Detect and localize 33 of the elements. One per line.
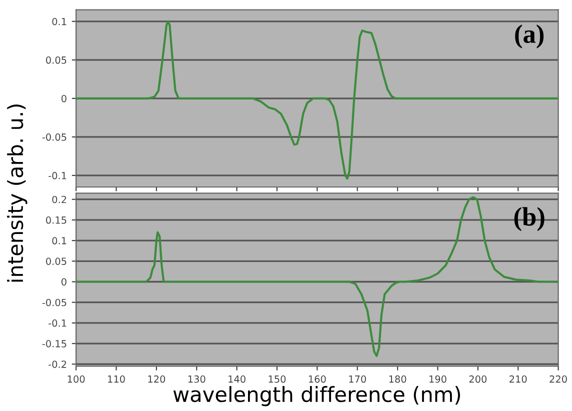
x-tick-label: 110 — [108, 375, 125, 383]
line-series — [76, 20, 558, 180]
annotation: (b) — [514, 207, 544, 232]
y-tick-label: 0.05 — [46, 56, 66, 64]
line-series — [76, 196, 558, 357]
y-tick-label: -0.15 — [42, 340, 66, 348]
y-tick-label: 0 — [62, 94, 66, 102]
annotation: (a) — [515, 24, 544, 48]
x-tick-label: 190 — [430, 375, 446, 383]
x-tick-label: 150 — [268, 375, 286, 383]
y-tick-label: -0.05 — [42, 133, 66, 141]
x-tick-label: 200 — [469, 375, 487, 383]
y-tick-label: -0.1 — [48, 319, 66, 327]
x-axis-title: wavelength difference (nm) — [173, 386, 460, 406]
y-tick-label: 0 — [62, 278, 66, 286]
y-tick-label: 0.15 — [46, 216, 66, 224]
x-tick-label: 100 — [68, 375, 85, 383]
y-tick-label: 0.1 — [52, 237, 66, 244]
x-tick-label: 130 — [188, 375, 206, 383]
y-tick-label: 0.05 — [46, 258, 66, 265]
x-tick-label: 140 — [228, 375, 246, 383]
x-tick-label: 210 — [510, 375, 527, 383]
x-tick-label: 170 — [349, 375, 366, 383]
y-tick-label: 0.1 — [52, 18, 66, 26]
x-tick-label: 120 — [148, 375, 166, 383]
y-tick-label: 0.2 — [52, 196, 66, 204]
y-axis-title: intensity (arb. u.) — [7, 104, 28, 282]
y-tick-label: -0.1 — [48, 172, 66, 180]
y-tick-label: -0.2 — [48, 360, 66, 368]
y-tick-label: -0.05 — [42, 298, 66, 306]
x-tick-label: 220 — [550, 375, 567, 383]
x-tick-label: 160 — [308, 375, 326, 383]
x-tick-label: 180 — [389, 375, 406, 383]
